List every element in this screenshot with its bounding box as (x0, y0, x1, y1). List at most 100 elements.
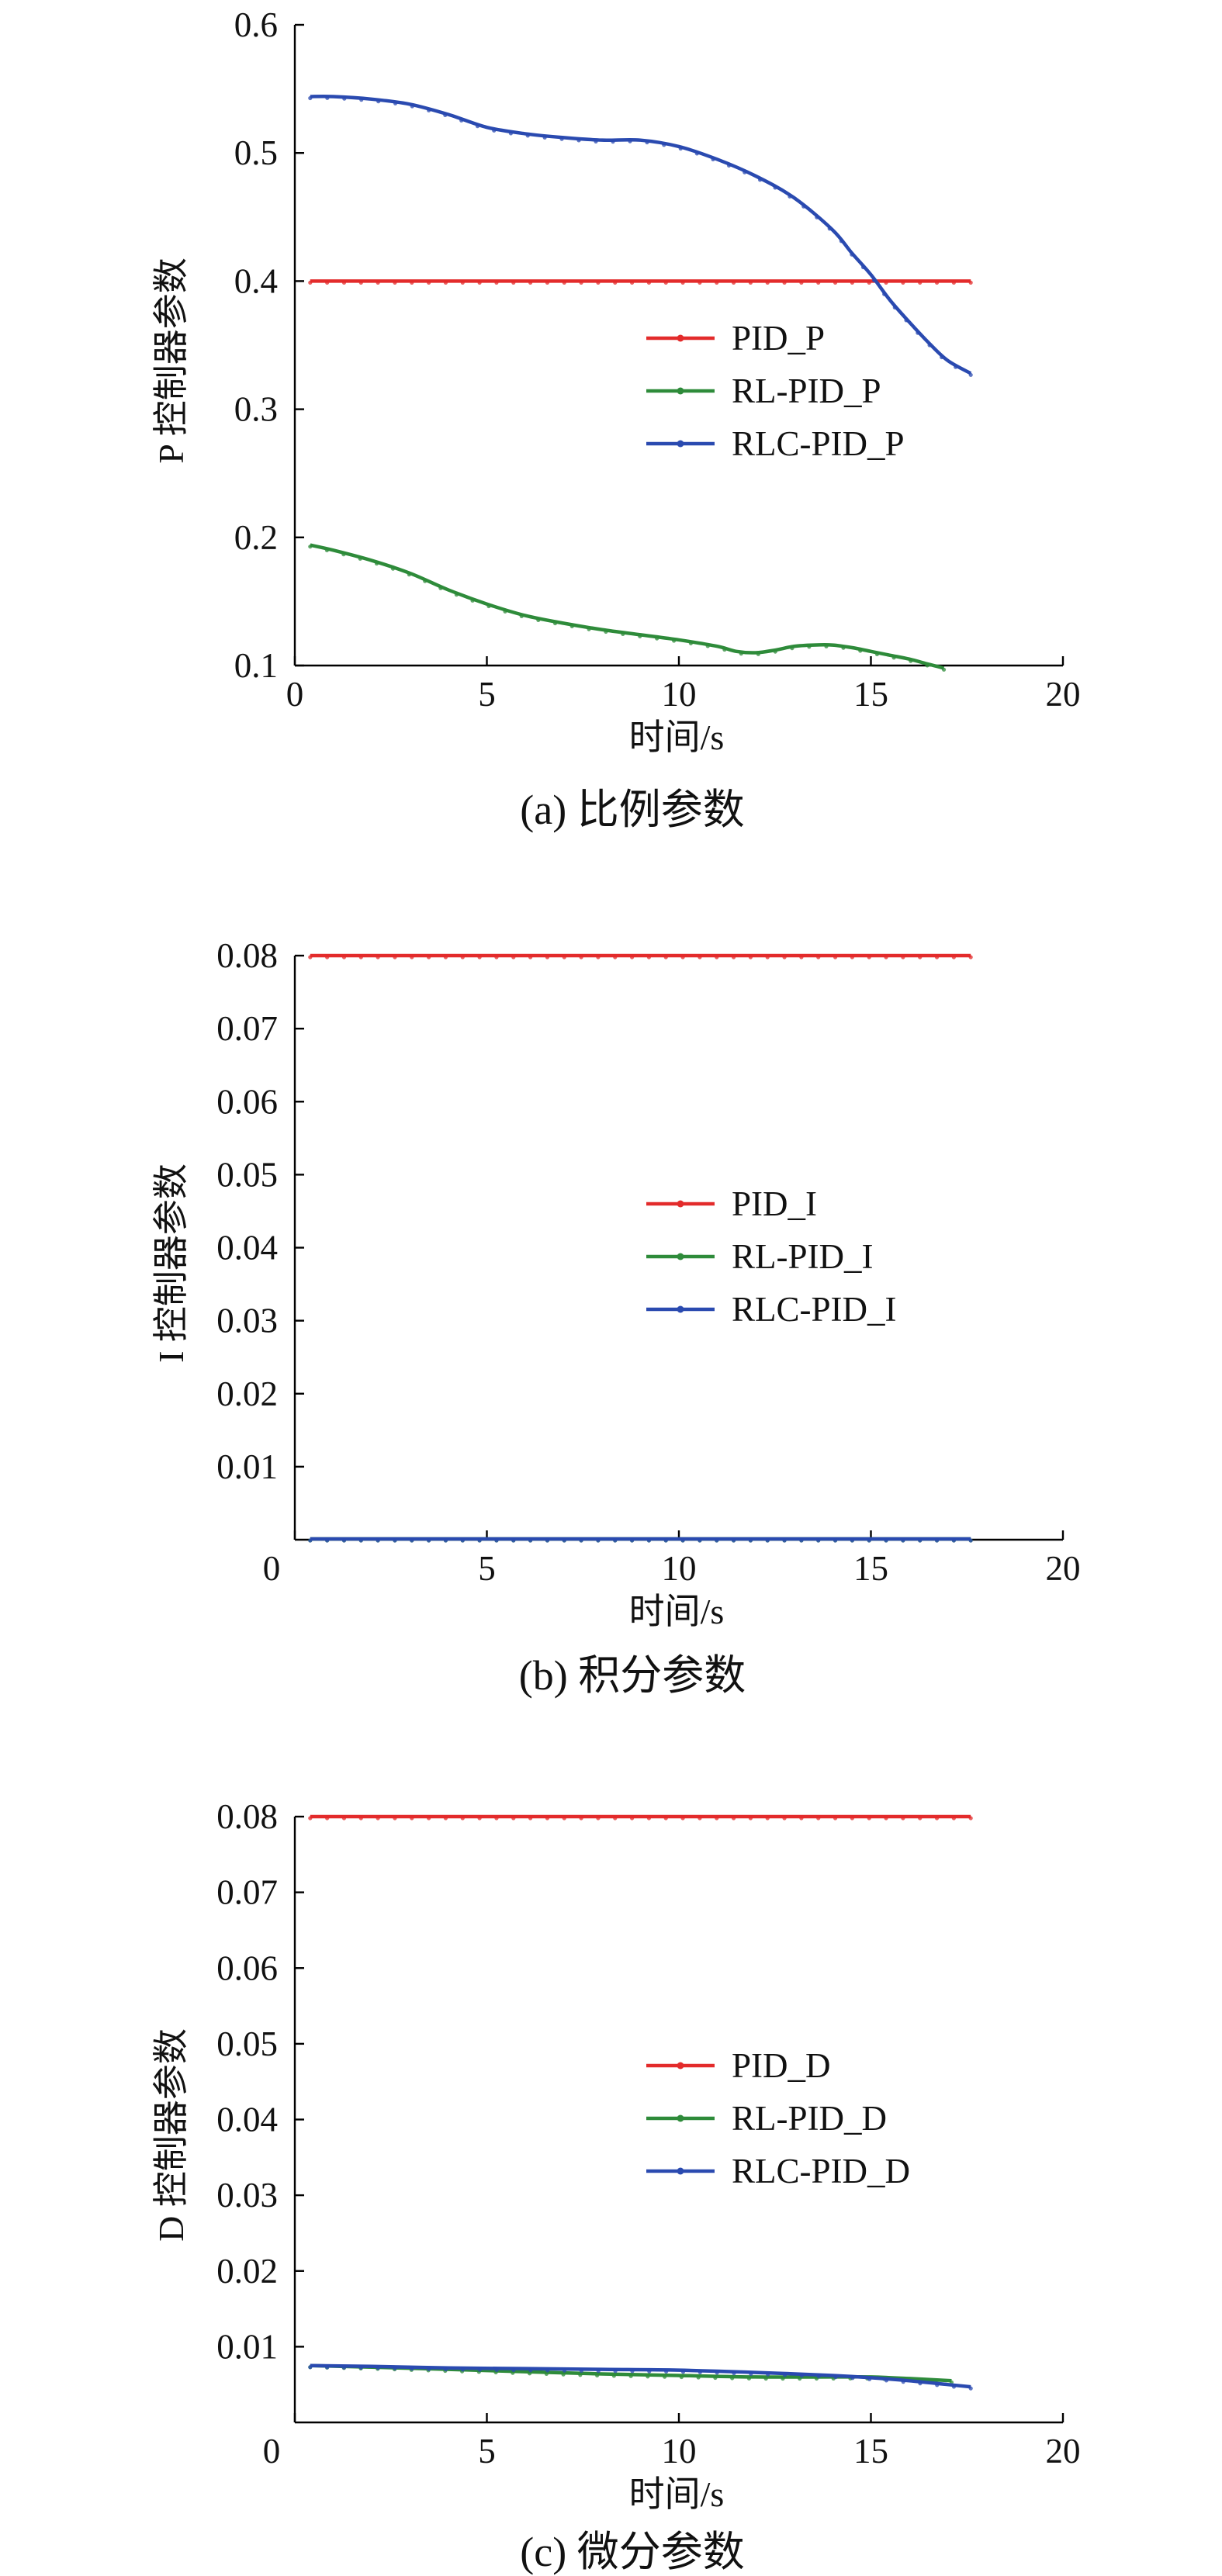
series-point-RLC-PID_I (968, 1538, 973, 1543)
series-point-PID_D (341, 1816, 347, 1820)
series-point-PID_I (833, 955, 838, 960)
series-point-PID_I (646, 955, 652, 960)
series-point-RL-PID_P (655, 636, 659, 641)
series-point-PID_I (562, 955, 566, 960)
series-point-RL-PID_P (503, 609, 507, 614)
series-point-PID_I (427, 955, 431, 960)
series-point-RLC-PID_D (477, 2367, 482, 2372)
y-tick-label: 0.5 (234, 133, 278, 172)
series-point-RLC-PID_I (341, 1538, 347, 1543)
series-point-PID_D (629, 1816, 635, 1820)
series-point-RL-PID_P (374, 561, 379, 566)
y-tick-label: 0.2 (234, 518, 278, 557)
series-point-RL-PID_P (486, 603, 491, 609)
y-tick-label: 0.02 (216, 1374, 278, 1413)
series-point-RLC-PID_P (801, 204, 806, 209)
series-point-PID_D (765, 1816, 770, 1820)
series-point-RL-PID_P (423, 579, 428, 583)
series-point-PID_D (494, 1816, 499, 1820)
legend-label: PID_D (732, 2046, 831, 2085)
series-point-PID_P (393, 280, 397, 285)
series-point-PID_P (680, 280, 685, 285)
series-point-RLC-PID_D (443, 2367, 448, 2372)
x-tick-label: 15 (853, 2432, 888, 2471)
series-point-PID_D (443, 1816, 448, 1820)
y-axis-label: P 控制器参数 (151, 258, 191, 463)
series-point-RLC-PID_D (494, 2367, 499, 2372)
series-point-RLC-PID_I (613, 1538, 618, 1543)
series-point-RL-PID_P (358, 556, 362, 561)
chart-panel-1: 0 5 10 15 20 0.1 0.2 0.3 0.4 0.5 0.6 时间/s P 控制器参数 (a)… (151, 5, 1081, 833)
series-point-PID_P (799, 280, 804, 285)
series-point-RLC-PID_P (475, 124, 480, 129)
series-point-RLC-PID_I (393, 1538, 397, 1543)
series-point-RL-PID_D (628, 2374, 633, 2378)
series-point-RLC-PID_P (459, 118, 464, 123)
x-tick-label: 10 (662, 2432, 697, 2471)
series-point-RLC-PID_D (427, 2367, 431, 2371)
series-point-RL-PID_P (925, 663, 929, 668)
series-point-RLC-PID_D (968, 2386, 973, 2391)
x-axis-label: 时间/s (629, 1592, 725, 1631)
series-point-PID_P (884, 280, 888, 285)
series-point-PID_D (901, 1816, 905, 1820)
series-point-RLC-PID_D (562, 2368, 567, 2373)
series-point-RLC-PID_P (325, 95, 330, 100)
series-point-RLC-PID_I (646, 1538, 652, 1543)
series-point-PID_I (867, 955, 871, 960)
series-point-PID_I (731, 955, 736, 960)
series-point-PID_I (376, 955, 380, 960)
series-point-PID_I (460, 955, 465, 960)
series-point-PID_P (629, 280, 635, 285)
series-point-RLC-PID_P (968, 372, 973, 377)
series-point-PID_P (308, 280, 313, 285)
series-point-RL-PID_P (841, 645, 846, 650)
series-point-RL-PID_D (646, 2374, 650, 2379)
series-point-RLC-PID_P (662, 143, 666, 147)
x-tick-label: 10 (662, 675, 697, 714)
y-tick-label: 0.04 (216, 1229, 278, 1267)
series-point-PID_P (646, 280, 652, 285)
series-point-RLC-PID_I (663, 1538, 668, 1543)
series-point-PID_D (376, 1816, 380, 1820)
y-tick-label: 0.03 (216, 2176, 278, 2215)
series-point-RLC-PID_D (951, 2384, 957, 2389)
series-point-RLC-PID_P (904, 318, 909, 323)
series-point-RLC-PID_I (765, 1538, 770, 1543)
series-point-RLC-PID_I (833, 1538, 838, 1543)
y-tick-label: 0.01 (216, 1447, 278, 1486)
series-point-PID_D (477, 1816, 482, 1820)
x-tick-label: 15 (853, 1549, 888, 1588)
series-line-RLC-PID_P (310, 95, 972, 375)
series-point-RLC-PID_D (613, 2369, 618, 2374)
legend-marker (677, 1305, 684, 1313)
series-point-RLC-PID_I (358, 1538, 363, 1543)
series-point-PID_P (410, 280, 414, 285)
series-point-PID_P (782, 280, 787, 285)
series-point-RL-PID_P (454, 593, 459, 597)
series-point-PID_D (833, 1816, 838, 1820)
series-point-PID_D (410, 1816, 414, 1820)
series-point-RLC-PID_I (477, 1538, 482, 1543)
legend-marker (677, 2062, 684, 2069)
legend-label: RL-PID_I (732, 1237, 873, 1276)
series-point-PID_P (663, 280, 668, 285)
series-point-RLC-PID_I (427, 1538, 431, 1543)
series-point-PID_P (494, 280, 499, 285)
y-tick-label: 0.4 (234, 261, 278, 300)
series-point-PID_I (613, 955, 618, 960)
series-point-RL-PID_D (561, 2372, 566, 2377)
series-point-PID_P (596, 280, 601, 285)
series-point-PID_D (934, 1816, 940, 1820)
chart-caption: (a) 比例参数 (520, 787, 744, 833)
series-point-RLC-PID_I (934, 1538, 940, 1543)
series-point-RL-PID_P (874, 652, 880, 657)
series-point-RLC-PID_D (341, 2365, 347, 2370)
series-point-PID_D (731, 1816, 736, 1820)
series-point-RLC-PID_I (325, 1538, 330, 1543)
x-tick-label: 5 (478, 2432, 496, 2471)
series-point-RLC-PID_D (867, 2377, 872, 2381)
series-point-RL-PID_D (798, 2376, 802, 2381)
series-point-RLC-PID_I (562, 1538, 566, 1543)
series-point-PID_D (715, 1816, 719, 1820)
